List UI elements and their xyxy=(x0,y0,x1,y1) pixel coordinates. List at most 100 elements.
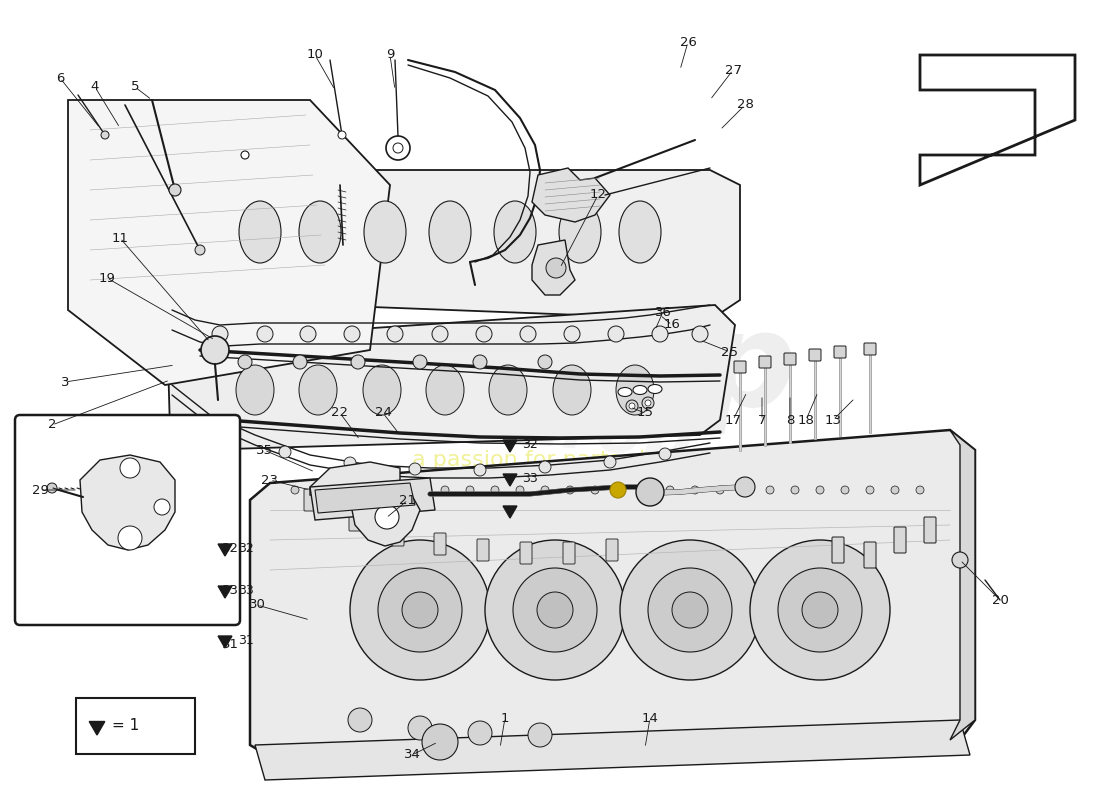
Text: 18: 18 xyxy=(798,414,814,426)
Text: 19: 19 xyxy=(99,271,116,285)
Circle shape xyxy=(735,477,755,497)
Circle shape xyxy=(629,403,635,409)
Polygon shape xyxy=(352,488,420,546)
Circle shape xyxy=(432,326,448,342)
Circle shape xyxy=(195,245,205,255)
Circle shape xyxy=(201,336,229,364)
Ellipse shape xyxy=(364,201,406,263)
Circle shape xyxy=(476,326,492,342)
Text: 25: 25 xyxy=(722,346,738,358)
Circle shape xyxy=(120,458,140,478)
Text: europ: europ xyxy=(363,306,796,434)
Ellipse shape xyxy=(553,365,591,415)
Text: 14: 14 xyxy=(641,711,659,725)
Ellipse shape xyxy=(616,365,654,415)
Circle shape xyxy=(642,397,654,409)
Text: 16: 16 xyxy=(663,318,681,331)
FancyBboxPatch shape xyxy=(834,346,846,358)
Ellipse shape xyxy=(363,365,402,415)
Circle shape xyxy=(300,326,316,342)
FancyBboxPatch shape xyxy=(734,361,746,373)
Text: 27: 27 xyxy=(725,63,741,77)
Circle shape xyxy=(473,355,487,369)
FancyBboxPatch shape xyxy=(392,524,404,546)
Text: 22: 22 xyxy=(331,406,349,419)
Circle shape xyxy=(409,463,421,475)
Circle shape xyxy=(513,568,597,652)
Ellipse shape xyxy=(490,365,527,415)
Ellipse shape xyxy=(239,201,280,263)
Circle shape xyxy=(610,482,626,498)
Text: 20: 20 xyxy=(991,594,1009,606)
Circle shape xyxy=(842,486,849,494)
Text: a passion for parts since 1985: a passion for parts since 1985 xyxy=(411,450,748,470)
Text: 5: 5 xyxy=(131,81,140,94)
Circle shape xyxy=(537,592,573,628)
Text: 31: 31 xyxy=(238,634,254,646)
Text: 23: 23 xyxy=(262,474,278,486)
Circle shape xyxy=(212,326,228,342)
FancyBboxPatch shape xyxy=(76,698,195,754)
Text: 28: 28 xyxy=(737,98,754,111)
Text: 2: 2 xyxy=(47,418,56,431)
Circle shape xyxy=(390,486,399,494)
Circle shape xyxy=(516,486,524,494)
Circle shape xyxy=(118,526,142,550)
Polygon shape xyxy=(310,478,435,520)
Text: 33: 33 xyxy=(522,471,538,485)
Circle shape xyxy=(292,486,299,494)
Circle shape xyxy=(466,486,474,494)
Ellipse shape xyxy=(494,201,536,263)
Circle shape xyxy=(546,258,566,278)
Circle shape xyxy=(485,540,625,680)
Circle shape xyxy=(341,486,349,494)
Circle shape xyxy=(293,355,307,369)
Text: 26: 26 xyxy=(680,35,696,49)
Circle shape xyxy=(238,355,252,369)
Circle shape xyxy=(350,540,490,680)
Polygon shape xyxy=(532,240,575,295)
Ellipse shape xyxy=(618,387,632,397)
Text: 3: 3 xyxy=(60,375,69,389)
FancyBboxPatch shape xyxy=(15,415,240,625)
Circle shape xyxy=(366,486,374,494)
Text: 32: 32 xyxy=(221,542,239,554)
Circle shape xyxy=(348,708,372,732)
Circle shape xyxy=(47,483,57,493)
Text: 12: 12 xyxy=(590,189,606,202)
FancyBboxPatch shape xyxy=(784,353,796,365)
Polygon shape xyxy=(168,305,735,450)
Circle shape xyxy=(648,568,732,652)
Circle shape xyxy=(666,486,674,494)
Ellipse shape xyxy=(619,201,661,263)
Text: 10: 10 xyxy=(307,49,323,62)
Circle shape xyxy=(257,326,273,342)
FancyBboxPatch shape xyxy=(349,509,361,531)
Circle shape xyxy=(344,457,356,469)
Circle shape xyxy=(538,355,552,369)
Polygon shape xyxy=(950,430,975,740)
Text: 32: 32 xyxy=(522,438,538,450)
Circle shape xyxy=(169,184,182,196)
Polygon shape xyxy=(250,430,975,760)
Circle shape xyxy=(316,486,324,494)
Circle shape xyxy=(541,486,549,494)
Circle shape xyxy=(528,723,552,747)
Text: 11: 11 xyxy=(111,231,129,245)
Ellipse shape xyxy=(299,365,337,415)
Circle shape xyxy=(716,486,724,494)
FancyBboxPatch shape xyxy=(606,539,618,561)
FancyBboxPatch shape xyxy=(864,542,876,568)
Circle shape xyxy=(412,355,427,369)
Text: 36: 36 xyxy=(654,306,671,318)
Text: 35: 35 xyxy=(255,443,273,457)
Circle shape xyxy=(652,326,668,342)
Circle shape xyxy=(672,592,708,628)
FancyBboxPatch shape xyxy=(832,537,844,563)
Circle shape xyxy=(564,326,580,342)
Text: 17: 17 xyxy=(725,414,741,426)
Circle shape xyxy=(408,716,432,740)
Text: 8: 8 xyxy=(785,414,794,426)
Circle shape xyxy=(441,486,449,494)
FancyBboxPatch shape xyxy=(924,517,936,543)
